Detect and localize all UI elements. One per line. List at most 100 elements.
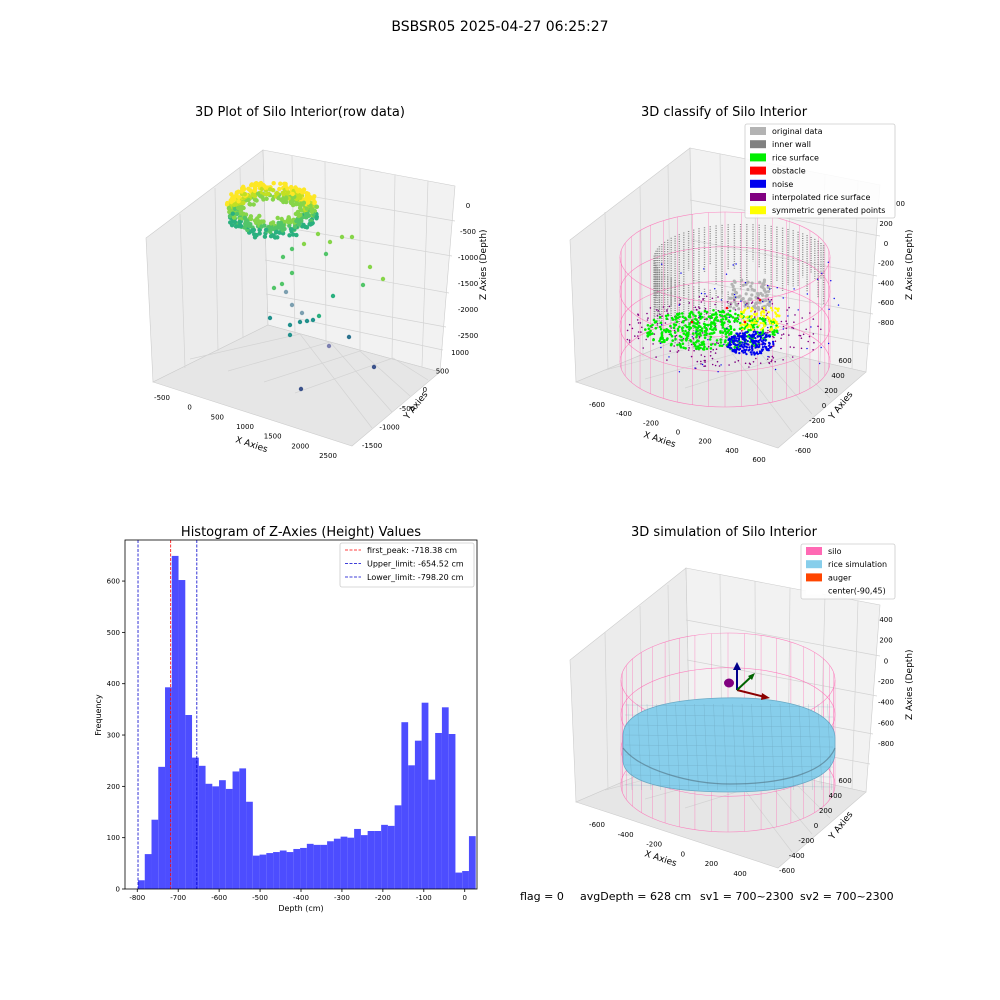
original-data-point [757,307,761,311]
noise-point [745,304,747,306]
classify-y-tick: 200 [824,387,837,395]
rice-surface-point [681,312,684,315]
interpolated-rice-point [768,361,770,364]
rice-mesh-line [656,703,661,791]
classify-x-tick: 0 [676,429,680,437]
rice-surface-point [675,320,679,324]
original-data-point [766,285,770,289]
histogram-y-tick: 400 [107,680,120,688]
interpolated-rice-point [744,362,747,365]
symmetric-point [762,309,765,312]
raw-data-point [289,246,295,252]
interpolated-rice-point [807,340,809,343]
interpolated-rice-point [765,309,767,312]
footer-flag: flag = 0 [520,890,564,903]
noise-point [806,293,808,295]
interpolated-rice-point [668,305,671,308]
interpolated-rice-point [703,359,706,362]
rice-mesh-line [665,703,671,791]
noise-point [769,288,771,290]
histogram-bar [232,771,240,889]
noise-point [742,351,745,354]
histogram-bar [408,765,415,889]
interpolated-rice-point [636,319,639,321]
interpolated-rice-point [656,323,659,325]
symmetric-point [750,321,753,324]
noise-point [740,344,743,347]
rice-surface-point [684,324,687,327]
noise-point [728,342,732,345]
raw-data-point [227,209,232,215]
histogram-bar [381,824,388,889]
rice-surface-point [721,326,725,329]
rice-surface-point [719,338,722,341]
rice-surface-point [761,317,764,321]
obstacle-point [690,320,694,324]
rice-surface-point [685,318,688,321]
raw-z-tick: 0 [466,202,470,210]
noise-point [740,300,742,302]
classify-z-tick: -200 [878,260,894,268]
raw-data-point [229,196,234,202]
raw-data-point [276,220,281,226]
interpolated-rice-point [753,329,756,331]
histogram-x-tick: -400 [293,894,309,902]
raw-data-point [229,192,234,197]
interpolated-rice-point [793,321,795,324]
raw-data-point [303,224,308,229]
interpolated-rice-point [696,360,699,363]
interpolated-rice-point [679,339,681,341]
interpolated-rice-point [662,306,665,308]
noise-point [746,340,749,343]
raw-data-point [251,202,256,207]
simulation-y-tick: -200 [798,837,814,845]
interpolated-rice-point [642,347,644,349]
histogram-bar [151,819,159,889]
original-data-point [758,280,762,284]
rice-surface-point [658,339,661,343]
rice-mesh-line [798,703,804,791]
interpolated-rice-point [704,307,707,310]
noise-point [744,331,747,334]
interpolated-rice-point [805,328,807,331]
noise-point [762,301,764,303]
noise-point [748,337,751,340]
rice-surface-point [705,347,709,351]
rice-surface-point [703,309,707,313]
interpolated-rice-point [655,309,658,311]
interpolated-rice-point [666,359,668,361]
histogram-x-tick: 0 [462,894,466,902]
noise-point [748,348,751,351]
classify-x-tick: -400 [616,410,632,418]
noise-point [821,272,823,274]
rice-surface-point [707,315,711,319]
original-data-point [744,292,748,296]
interpolated-rice-point [812,333,815,335]
interpolated-rice-point [704,318,706,321]
raw-data-point [241,200,246,206]
noise-point [742,346,745,349]
noise-point [752,351,755,354]
rice-surface-point [682,320,685,323]
interpolated-rice-point [782,333,785,335]
rice-surface-point [669,333,673,336]
rice-surface-point [664,314,668,318]
interpolated-rice-point [714,352,717,354]
histogram-bar [219,780,226,889]
rice-surface-point [726,330,730,334]
rice-surface-point [646,324,650,327]
interpolated-rice-point [667,312,669,315]
noise-point [806,347,808,350]
simulation-3d-zticks: 400 200 0 -200 -400 -600 -800 [878,616,894,748]
symmetric-point [751,308,754,311]
raw-data-point [298,386,304,392]
raw-data-point [273,230,279,235]
raw-data-point [267,187,273,192]
rice-surface-point [694,314,697,318]
original-data-point [749,297,753,301]
symmetric-point [778,314,781,317]
interpolated-rice-point [737,302,740,305]
raw-x-tick: 1000 [236,423,254,431]
interpolated-rice-point [694,306,697,309]
